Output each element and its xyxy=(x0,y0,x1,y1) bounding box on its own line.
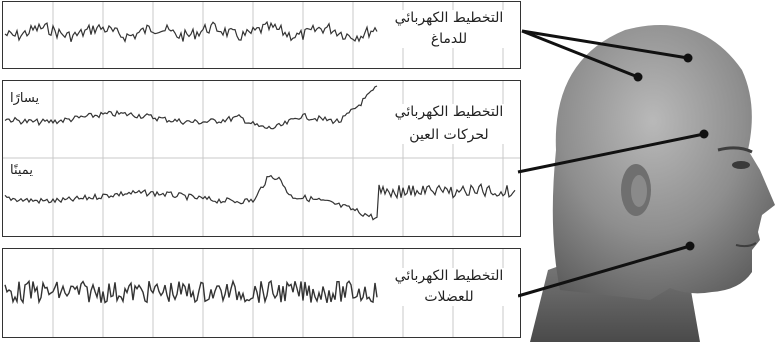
emg-label-line2: للعضلات xyxy=(424,288,474,305)
eog-label-line2: لحركات العين xyxy=(409,126,489,143)
eog-left-trace xyxy=(4,85,378,130)
eog-left-trace-label: يسارًا xyxy=(10,91,40,106)
eog-right-trace xyxy=(4,174,516,221)
emg-label: التخطيط الكهربائي للعضلات xyxy=(380,268,518,306)
eeg-label-line2: للدماغ xyxy=(430,30,468,47)
eog-label: التخطيط الكهربائي لحركات العين xyxy=(380,104,518,144)
emg-label-line1: التخطيط الكهربائي xyxy=(394,268,504,284)
eeg-label-line1: التخطيط الكهربائي xyxy=(394,10,504,26)
emg-trace xyxy=(4,279,378,305)
eeg-label: التخطيط الكهربائي للدماغ xyxy=(380,10,518,48)
eog-right-trace-label: يمينًا xyxy=(10,163,33,178)
eeg-trace xyxy=(4,20,378,43)
eog-label-line1: التخطيط الكهربائي xyxy=(394,104,504,120)
head-photo xyxy=(517,25,775,342)
